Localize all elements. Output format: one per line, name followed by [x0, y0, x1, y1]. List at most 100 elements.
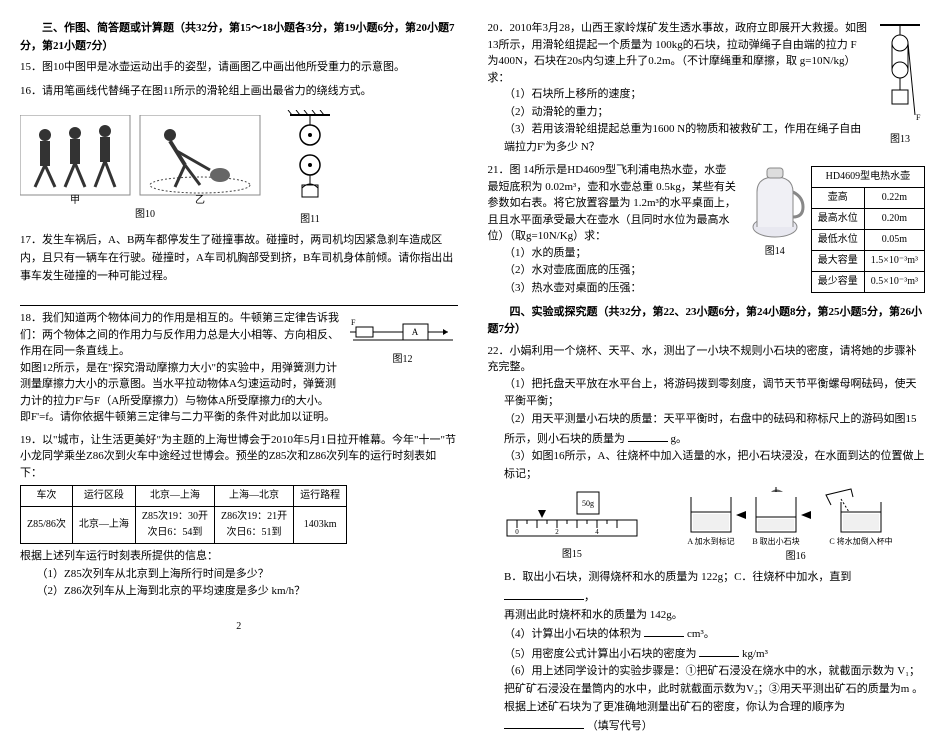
svg-text:A: A [411, 327, 418, 337]
q19-r1: 北京—上海 [72, 507, 135, 544]
q15-text: 15．图10中图甲是冰壶运动出手的姿型，请画图乙中画出他所受重力的示意图。 [20, 61, 405, 73]
fig15-container: 50g 0 2 4 图15 [502, 490, 642, 563]
section3-header: 三、作图、简答题或计算题（共32分，第15～18小题各3分，第19小题6分，第2… [20, 20, 458, 55]
fig-jia-label: 甲 [70, 195, 80, 205]
q19-r4: 1403km [294, 507, 347, 544]
q22-sub6-text: （6）用上述同学设计的实验步骤是：①把矿石浸没在烧水中的水，就截面示数为 V₁；… [504, 665, 923, 712]
fig11-container: 图11 [280, 110, 340, 228]
q18-l1: 18．我们知道两个物体间力的作用是相互的。牛顿第三定律告诉我们：两个物体之间的作… [20, 310, 340, 360]
q19: 19．以"城市，让生活更美好"为主题的上海世博会于2010年5月1日拉开帷幕。今… [20, 432, 458, 601]
q19-r3: Z86次19：21开 次日6：51到 [215, 507, 294, 544]
q19-sub1: （1）Z85次列车从北京到上海所行时间是多少？ [37, 566, 458, 584]
q19-r2: Z85次19：30开 次日6：54到 [135, 507, 214, 544]
fig16-svg: A 加水到标记 B 取出小石块 C 将水加倒入杯中 [681, 487, 911, 547]
q20-l1: 20．2010年3月28，山西王家岭煤矿发生透水事故，政府立即展开大救援。如图1… [488, 20, 868, 86]
q22-sub6-end: （填写代号） [587, 720, 653, 732]
q17: 17．发生车祸后，A、B两车都停发生了碰撞事故。碰撞时，两司机均因紧急刹车造成区… [20, 232, 458, 285]
q22-sub1: （1）把托盘天平放在水平台上，将游码拨到零刻度，调节天节平衡螺母啊砝码，使天平衡… [504, 376, 925, 411]
q22: 22．小娟利用一个烧杯、天平、水，测出了一小块不规则小石块的密度，请将她的步骤补… [488, 343, 926, 736]
svg-text:4: 4 [595, 528, 599, 536]
fig13-svg: F [875, 20, 925, 130]
q21-t-r0c1: 0.22m [864, 188, 924, 209]
q22-b2: 再测出此时烧杯和水的质量为 142g。 [504, 607, 925, 625]
fig12-container: A F 图12 [348, 310, 458, 368]
q21: 21．图 14所示是HD4609型飞利浦电热水壶，水壶最短底积为 0.02m³，… [488, 162, 926, 297]
q21-t-r4c0: 最少容量 [811, 272, 864, 293]
q22-sub4-blank [644, 624, 684, 637]
q20-sub1: （1）石块所上移所的速度； [504, 86, 867, 104]
q19-intro: 19．以"城市，让生活更美好"为主题的上海世博会于2010年5月1日拉开帷幕。今… [20, 432, 458, 482]
q17-text: 17．发生车祸后，A、B两车都停发生了碰撞事故。碰撞时，两司机均因紧急刹车造成区… [20, 234, 453, 281]
q21-t-r0c0: 壶高 [811, 188, 864, 209]
q21-sub2: （2）水对壶底面底的压强； [504, 262, 737, 280]
q21-t-r1c1: 0.20m [864, 209, 924, 230]
svg-text:50g: 50g [582, 499, 594, 508]
q21-t-r3c1: 1.5×10⁻³m³ [864, 251, 924, 272]
fig12-svg: A F [348, 310, 458, 350]
q22-b-blank [504, 587, 584, 600]
fig10-11-row: 甲 乙 图10 [20, 110, 458, 228]
q22-sub6: （6）用上述同学设计的实验步骤是：①把矿石浸没在烧水中的水，就截面示数为 V₁；… [504, 663, 925, 735]
q22-sub2-text: （2）用天平测量小石块的质量：天平平衡时，右盘中的砝码和称标尺上的游码如图15所… [504, 413, 917, 445]
q22-b-text: B．取出小石块，测得烧杯和水的质量为 122g；C．往烧杯中加水，直到 [504, 571, 851, 583]
left-column: 三、作图、简答题或计算题（共32分，第15～18小题各3分，第19小题6分，第2… [20, 20, 458, 635]
q19-table: 车次 运行区段 北京—上海 上海—北京 运行路程 Z85/86次 北京—上海 Z… [20, 485, 347, 544]
q22-sub2-unit: g。 [671, 433, 688, 445]
q21-t-r2c1: 0.05m [864, 230, 924, 251]
fig14-label: 图14 [745, 244, 805, 260]
q20: 20．2010年3月28，山西王家岭煤矿发生透水事故，政府立即展开大救援。如图1… [488, 20, 926, 156]
q19-th0: 车次 [21, 486, 73, 507]
q21-t-r3c0: 最大容量 [811, 251, 864, 272]
fig16-container: A 加水到标记 B 取出小石块 C 将水加倒入杯中 图16 [681, 487, 911, 565]
fig10-label: 图10 [20, 207, 270, 223]
q22-sub4: （4）计算出小石块的体积为 cm³。 [504, 624, 925, 644]
fig11-svg [280, 110, 340, 210]
fig11-label: 图11 [280, 212, 340, 228]
fig15-svg: 50g 0 2 4 [502, 490, 642, 545]
svg-text:B 取出小石块: B 取出小石块 [752, 536, 799, 546]
q22-sub2: （2）用天平测量小石块的质量：天平平衡时，右盘中的砝码和称标尺上的游码如图15所… [504, 411, 925, 448]
q15: 15．图10中图甲是冰壶运动出手的姿型，请画图乙中画出他所受重力的示意图。 [20, 59, 458, 77]
q21-t-r2c0: 最低水位 [811, 230, 864, 251]
q17-blank-line [20, 295, 458, 306]
right-column: 20．2010年3月28，山西王家岭煤矿发生透水事故，政府立即展开大救援。如图1… [488, 20, 926, 635]
fig16-label: 图16 [681, 549, 911, 565]
svg-text:乙: 乙 [195, 194, 205, 205]
svg-text:2: 2 [555, 528, 559, 536]
q22-sub6-blank [504, 716, 584, 729]
q21-t-r1c0: 最高水位 [811, 209, 864, 230]
q21-table-title: HD4609型电热水壶 [811, 167, 924, 188]
q21-sub3: （3）热水壶对桌面的压强： [504, 280, 737, 298]
svg-text:A 加水到标记: A 加水到标记 [687, 536, 734, 546]
fig13-container: F 图13 [875, 20, 925, 148]
q22-sub5-text: （5）用密度公式计算出小石块的密度为 [504, 648, 697, 660]
q19-th3: 上海—北京 [215, 486, 294, 507]
fig14-svg [745, 162, 805, 242]
q18: 18．我们知道两个物体间力的作用是相互的。牛顿第三定律告诉我们：两个物体之间的作… [20, 310, 458, 426]
page-number: 2 [20, 619, 458, 635]
q22-sub3: （3）如图16所示，A、往烧杯中加入适量的水，把小石块浸没，在水面到达的位置做上… [504, 448, 925, 483]
fig13-label: 图13 [875, 132, 925, 148]
q20-sub2: （2）动滑轮的重力； [504, 104, 867, 122]
q19-post: 根据上述列车运行时刻表所提供的信息： [20, 548, 458, 566]
q16: 16．请用笔画线代替绳子在图11所示的滑轮组上画出最省力的绕线方式。 [20, 83, 458, 101]
fig14-container: 图14 HD4609型电热水壶 壶高0.22m 最高水位0.20m 最低水位0.… [745, 162, 925, 297]
q19-sub2: （2）Z86次列车从上海到北京的平均速度是多少 km/h？ [37, 583, 458, 601]
svg-text:0: 0 [515, 528, 519, 536]
q19-th1: 运行区段 [72, 486, 135, 507]
q19-th4: 运行路程 [294, 486, 347, 507]
q21-t-r4c1: 0.5×10⁻³m³ [864, 272, 924, 293]
svg-text:F: F [916, 113, 921, 122]
q21-table: HD4609型电热水壶 壶高0.22m 最高水位0.20m 最低水位0.05m … [811, 166, 925, 293]
fig15-16-row: 50g 0 2 4 图15 [488, 487, 926, 565]
section4-header: 四、实验或探究题（共32分，第22、23小题6分，第24小题8分，第25小题5分… [488, 304, 926, 339]
svg-text:F: F [351, 318, 356, 327]
q22-sub4-text: （4）计算出小石块的体积为 [504, 628, 642, 640]
q19-th2: 北京—上海 [135, 486, 214, 507]
fig10-container: 甲 乙 图10 [20, 115, 270, 223]
q16-text: 16．请用笔画线代替绳子在图11所示的滑轮组上画出最省力的绕线方式。 [20, 85, 372, 97]
q22-sub4-unit: cm³。 [687, 628, 715, 640]
fig12-label: 图12 [348, 352, 458, 368]
q22-b: B．取出小石块，测得烧杯和水的质量为 122g；C．往烧杯中加水，直到 ， [504, 569, 925, 606]
q19-r0: Z85/86次 [21, 507, 73, 544]
